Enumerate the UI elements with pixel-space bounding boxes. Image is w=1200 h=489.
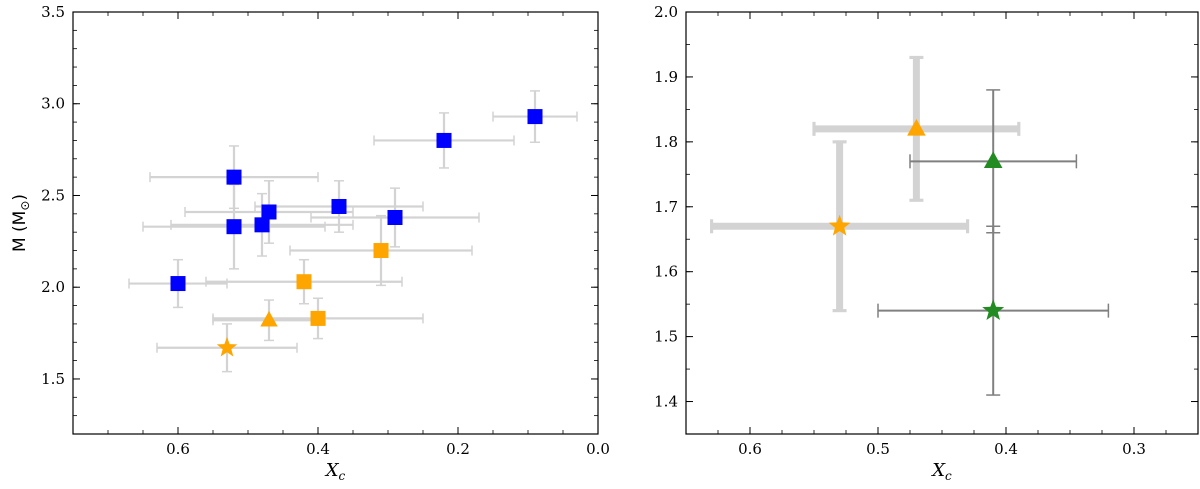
square-marker — [387, 209, 403, 225]
square-marker — [254, 217, 270, 233]
star-marker — [828, 214, 851, 236]
square-marker — [226, 169, 242, 185]
square-marker — [261, 204, 277, 220]
plot-frame — [72, 11, 599, 435]
triangle-marker — [907, 118, 926, 136]
y-tick-label: 1.7 — [654, 198, 678, 216]
y-tick-label: 1.8 — [654, 133, 678, 151]
y-tick-label: 2.0 — [41, 278, 65, 296]
x-axis-label: Xc — [324, 460, 346, 483]
right-panel: 0.6 0.5 0.4 0.3 1.4 1.5 1.6 1.7 1.8 1.9 2.0 Xc — [654, 3, 1199, 483]
x-tick-label: 0.4 — [994, 440, 1018, 458]
x-axis-label: Xc — [930, 460, 952, 483]
data-layer — [710, 55, 1110, 396]
left-panel: 0.6 0.4 0.2 0.0 1.5 2.0 2.5 3.0 3.5 Xc M (M⊙) — [10, 3, 610, 483]
x-tick-label: 0.0 — [586, 440, 610, 458]
x-tick-label: 0.3 — [1122, 440, 1146, 458]
star-marker — [216, 336, 238, 357]
y-tick-label: 1.9 — [654, 68, 678, 86]
square-marker — [527, 109, 543, 125]
x-tick-label: 0.6 — [738, 440, 762, 458]
x-tick-label: 0.6 — [166, 440, 190, 458]
x-tick-label: 0.4 — [306, 440, 330, 458]
star-marker — [982, 299, 1005, 320]
square-marker — [310, 310, 326, 326]
y-tick-label: 1.4 — [654, 393, 678, 411]
y-tick-label: 3.0 — [41, 95, 65, 113]
square-marker — [226, 219, 242, 235]
y-tick-label: 1.5 — [41, 370, 65, 388]
x-tick-label: 0.5 — [866, 440, 890, 458]
y-tick-label: 2.0 — [654, 3, 678, 21]
square-marker — [436, 132, 452, 148]
triangle-marker — [260, 310, 278, 327]
square-marker — [296, 274, 312, 290]
square-marker — [373, 243, 389, 259]
y-tick-label: 1.5 — [654, 328, 678, 346]
x-tick-label: 0.2 — [446, 440, 470, 458]
square-marker — [331, 198, 347, 214]
y-tick-label: 2.5 — [41, 186, 65, 204]
y-axis-label: M (M⊙) — [10, 194, 32, 252]
triangle-marker — [983, 151, 1003, 169]
square-marker — [170, 276, 186, 292]
y-tick-label: 3.5 — [41, 3, 65, 21]
y-tick-label: 1.6 — [654, 263, 678, 281]
data-layer — [128, 90, 578, 373]
